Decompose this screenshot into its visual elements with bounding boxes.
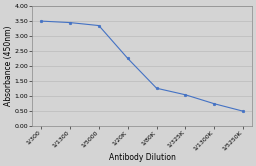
X-axis label: Antibody Dilution: Antibody Dilution (109, 153, 176, 162)
Y-axis label: Absorbance (450nm): Absorbance (450nm) (4, 26, 13, 106)
